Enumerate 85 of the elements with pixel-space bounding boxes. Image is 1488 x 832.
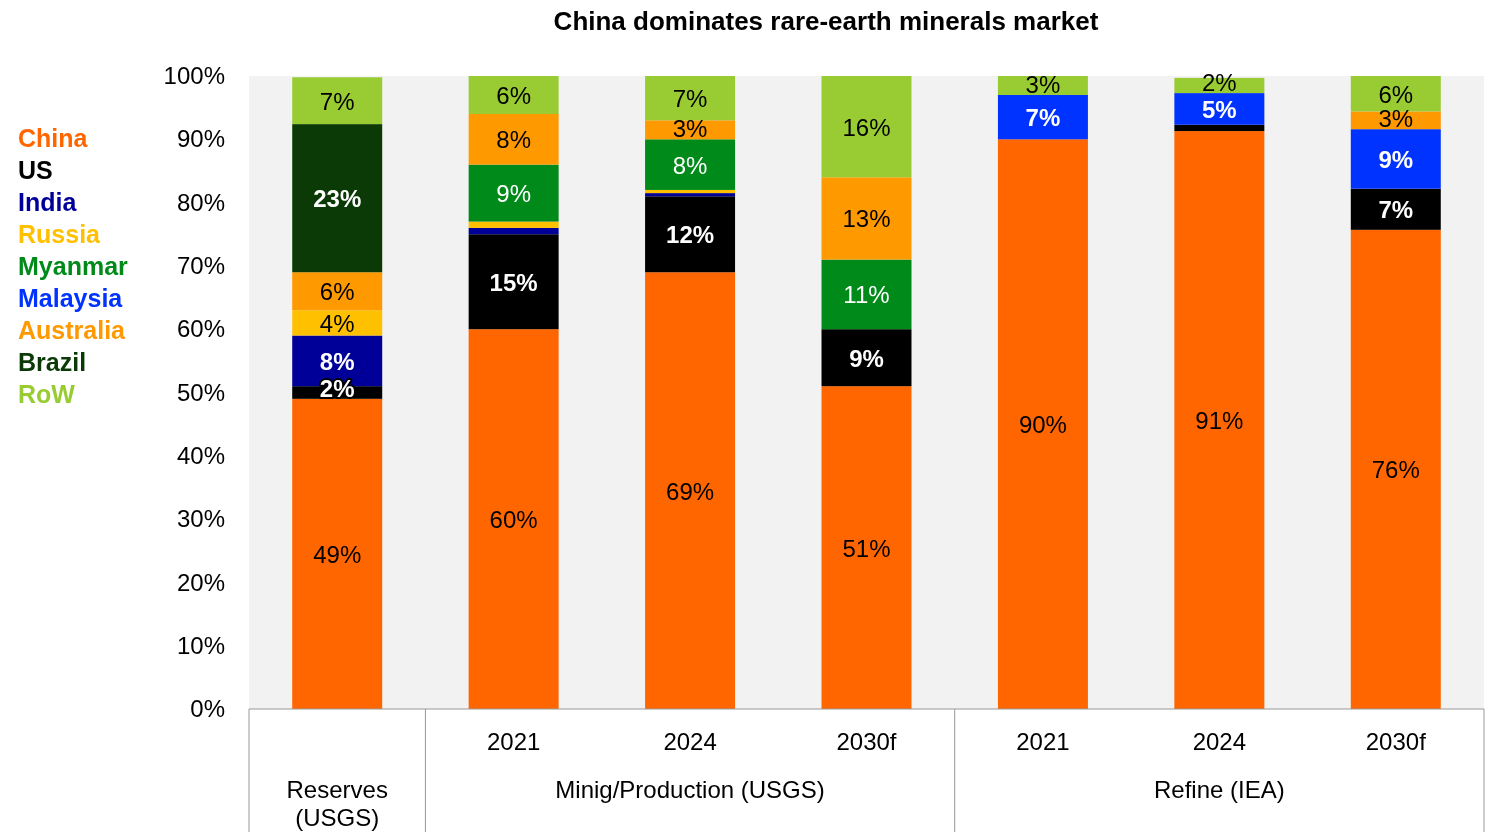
data-label: 16% — [842, 113, 891, 141]
data-label: 7% — [1025, 104, 1061, 132]
bar — [645, 193, 736, 197]
bar — [1174, 124, 1265, 132]
x-tick-label: 2024 — [1192, 728, 1247, 755]
y-tick-label: 100% — [163, 62, 225, 90]
data-label: 6% — [319, 278, 355, 306]
y-tick-label: 60% — [176, 315, 225, 343]
text: China — [18, 124, 89, 152]
data-label: 5% — [1202, 95, 1237, 123]
y-tick-label: 20% — [176, 568, 225, 596]
data-label: 49% — [313, 540, 362, 568]
data-label: 51% — [842, 534, 891, 562]
y-tick-label: 30% — [176, 505, 225, 533]
bar — [292, 124, 383, 273]
data-label: 6% — [1378, 80, 1414, 108]
x-tick-label: 2021 — [1016, 728, 1070, 755]
bar — [1174, 131, 1265, 709]
data-label: 3% — [672, 115, 708, 143]
text: Brazil — [18, 348, 87, 376]
data-label: 15% — [489, 268, 538, 296]
bar — [292, 272, 383, 311]
y-tick-label: 80% — [176, 188, 225, 216]
data-label: 3% — [1025, 70, 1061, 98]
bar — [468, 76, 559, 114]
data-label: 69% — [666, 477, 715, 505]
text: RoW — [18, 380, 76, 408]
text: Minig/Production (USGS) — [555, 776, 825, 803]
data-label: 9% — [1378, 145, 1414, 173]
data-label: 11% — [843, 281, 890, 309]
data-label: 91% — [1195, 407, 1244, 435]
bar — [821, 259, 912, 330]
text: India — [18, 188, 78, 216]
text: Russia — [18, 220, 102, 248]
text: US — [18, 156, 53, 184]
bar — [821, 76, 912, 178]
bar — [468, 221, 559, 228]
y-tick-label: 90% — [176, 125, 225, 153]
x-tick-label: 2030f — [1365, 728, 1427, 755]
data-label: 8% — [496, 126, 531, 154]
data-label: 9% — [849, 344, 884, 372]
data-label: 3% — [1378, 105, 1414, 133]
data-label: 23% — [313, 185, 362, 213]
data-label: 12% — [666, 221, 715, 249]
text: Reserves (USGS) — [286, 776, 388, 831]
y-tick-label: 0% — [190, 695, 225, 723]
text: Australia — [18, 316, 127, 344]
y-tick-label: 40% — [176, 441, 225, 469]
text: Refine (IEA) — [1154, 776, 1285, 803]
bar — [292, 77, 383, 125]
data-label: 60% — [489, 506, 538, 534]
data-label: 8% — [672, 151, 708, 179]
bar — [645, 272, 736, 709]
bar — [468, 227, 559, 235]
y-tick-label: 50% — [176, 378, 225, 406]
text: Malaysia — [18, 284, 124, 312]
data-label: 8% — [319, 347, 355, 375]
bar — [468, 164, 559, 222]
data-label: 7% — [672, 85, 708, 113]
x-tick-label: 2030f — [836, 728, 897, 755]
bar — [821, 386, 912, 709]
bar — [292, 310, 383, 336]
data-label: 7% — [1378, 196, 1414, 224]
bar — [997, 139, 1088, 709]
data-label: 90% — [1018, 411, 1067, 439]
bar — [821, 177, 912, 260]
text: Myanmar — [18, 252, 129, 280]
bar — [645, 139, 736, 190]
data-label: 13% — [842, 205, 891, 233]
bar — [292, 398, 383, 709]
bar — [1350, 229, 1441, 709]
bar — [645, 76, 736, 121]
data-label: 4% — [319, 309, 355, 337]
chart-title: China dominates rare-earth minerals market — [553, 6, 1099, 36]
data-label: 6% — [496, 81, 531, 109]
x-tick-label: 2024 — [663, 728, 717, 755]
x-tick-label: 2021 — [486, 728, 541, 755]
data-label: 7% — [319, 87, 355, 115]
data-label: 76% — [1371, 456, 1420, 484]
bar — [468, 329, 559, 709]
y-tick-label: 70% — [176, 252, 225, 280]
y-tick-label: 10% — [176, 631, 225, 659]
bar — [468, 113, 559, 165]
bar — [645, 189, 736, 194]
data-label: 9% — [496, 180, 531, 208]
